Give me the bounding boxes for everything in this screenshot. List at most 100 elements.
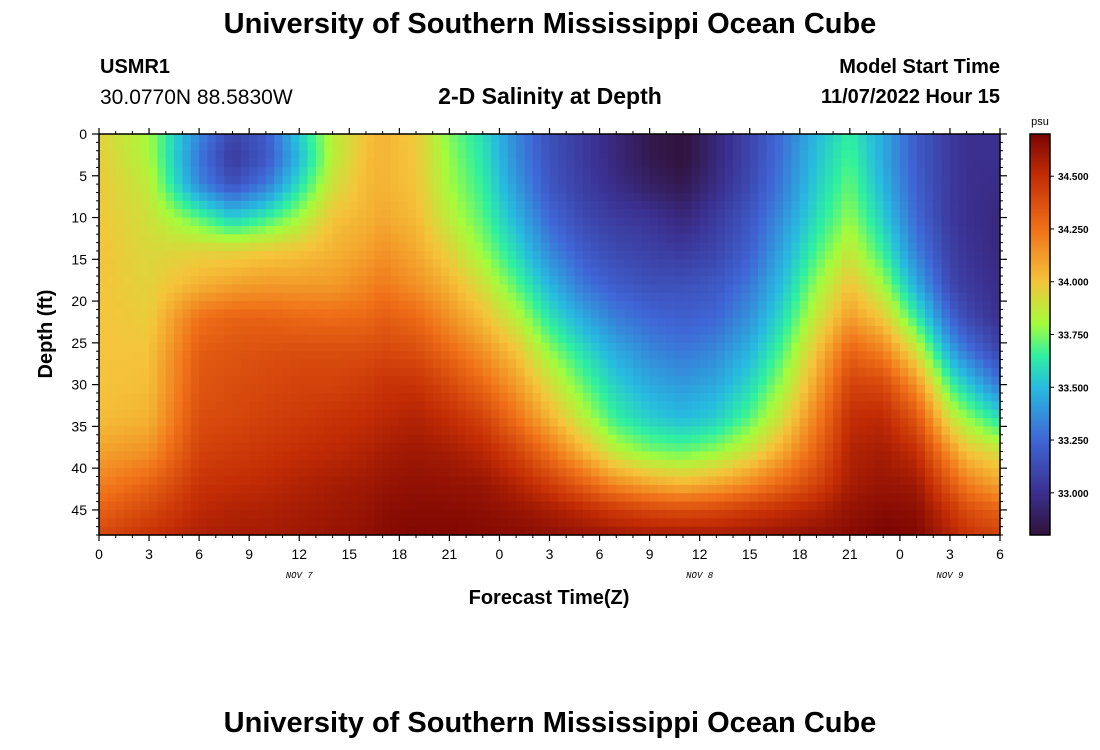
heatmap-cell (232, 242, 242, 252)
heatmap-cell (791, 484, 801, 494)
heatmap-cell (933, 292, 943, 302)
heatmap-cell (157, 409, 167, 419)
heatmap-cell (232, 376, 242, 386)
heatmap-cell (516, 351, 526, 361)
heatmap-cell (115, 225, 125, 235)
heatmap-cell (274, 150, 284, 160)
heatmap-cell (265, 192, 275, 202)
heatmap-cell (883, 134, 893, 143)
heatmap-cell (808, 434, 818, 444)
heatmap-cell (574, 259, 584, 269)
heatmap-cell (833, 242, 843, 252)
heatmap-cell (516, 267, 526, 277)
heatmap-cell (190, 175, 200, 185)
heatmap-cell (199, 209, 209, 219)
heatmap-cell (716, 225, 726, 235)
heatmap-cell (783, 234, 793, 244)
heatmap-cell (324, 451, 334, 461)
heatmap-cell (599, 451, 609, 461)
heatmap-cell (891, 392, 901, 402)
heatmap-cell (933, 376, 943, 386)
heatmap-cell (466, 234, 476, 244)
heatmap-cell (758, 501, 767, 511)
heatmap-cell (607, 376, 617, 386)
heatmap-cell (816, 359, 826, 369)
heatmap-cell (949, 342, 959, 352)
heatmap-cell (716, 142, 726, 152)
heatmap-cell (432, 342, 442, 352)
heatmap-cell (716, 401, 726, 411)
heatmap-cell (949, 250, 959, 260)
heatmap-cell (516, 209, 526, 219)
heatmap-cell (365, 167, 375, 177)
heatmap-cell (607, 484, 617, 494)
heatmap-cell (457, 142, 467, 152)
heatmap-cell (708, 493, 717, 503)
heatmap-cell (933, 142, 943, 152)
heatmap-cell (791, 326, 801, 336)
heatmap-cell (340, 242, 350, 252)
heatmap-cell (516, 334, 526, 344)
heatmap-cell (516, 326, 526, 336)
heatmap-cell (257, 426, 267, 436)
heatmap-cell (416, 501, 425, 511)
heatmap-cell (215, 309, 225, 319)
heatmap-cell (582, 484, 592, 494)
heatmap-cell (682, 418, 692, 427)
heatmap-cell (390, 326, 400, 336)
heatmap-cell (858, 217, 868, 227)
heatmap-cell (482, 292, 492, 302)
heatmap-cell (891, 301, 901, 311)
heatmap-cell (190, 443, 200, 453)
heatmap-cell (374, 225, 384, 235)
heatmap-cell (257, 209, 267, 219)
heatmap-cell (674, 159, 684, 169)
heatmap-cell (157, 443, 167, 453)
heatmap-cell (874, 468, 884, 478)
heatmap-cell (682, 167, 692, 177)
heatmap-cell (666, 134, 676, 143)
heatmap-cell (324, 376, 334, 386)
heatmap-cell (140, 284, 150, 294)
heatmap-cell (524, 217, 534, 227)
heatmap-cell (416, 267, 425, 277)
heatmap-cell (816, 284, 826, 294)
heatmap-cell (507, 334, 517, 344)
heatmap-cell (257, 367, 267, 377)
heatmap-cell (140, 459, 150, 469)
heatmap-cell (883, 326, 893, 336)
heatmap-cell (866, 484, 876, 494)
heatmap-cell (516, 409, 526, 419)
heatmap-cell (824, 192, 834, 202)
heatmap-cell (365, 250, 375, 260)
heatmap-cell (574, 167, 584, 177)
heatmap-cell (290, 267, 300, 277)
heatmap-cell (791, 401, 801, 411)
heatmap-cell (666, 142, 676, 152)
heatmap-cell (115, 509, 125, 519)
heatmap-cell (574, 367, 584, 377)
heatmap-cell (657, 200, 667, 210)
heatmap-cell (199, 200, 209, 210)
heatmap-cell (499, 509, 509, 519)
heatmap-cell (324, 209, 334, 219)
heatmap-cell (674, 518, 684, 528)
heatmap-cell (766, 501, 776, 511)
heatmap-cell (724, 476, 734, 486)
heatmap-cell (466, 401, 476, 411)
heatmap-cell (474, 217, 484, 227)
heatmap-cell (299, 484, 309, 494)
heatmap-cell (265, 326, 275, 336)
heatmap-cell (774, 309, 784, 319)
heatmap-cell (457, 392, 467, 402)
heatmap-cell (416, 359, 425, 369)
heatmap-cell (449, 184, 459, 194)
heatmap-cell (432, 493, 442, 503)
heatmap-cell (666, 468, 676, 478)
heatmap-cell (549, 217, 559, 227)
heatmap-cell (390, 225, 400, 235)
heatmap-cell (416, 459, 425, 469)
heatmap-cell (149, 309, 158, 319)
heatmap-cell (916, 476, 926, 486)
heatmap-cell (357, 167, 367, 177)
